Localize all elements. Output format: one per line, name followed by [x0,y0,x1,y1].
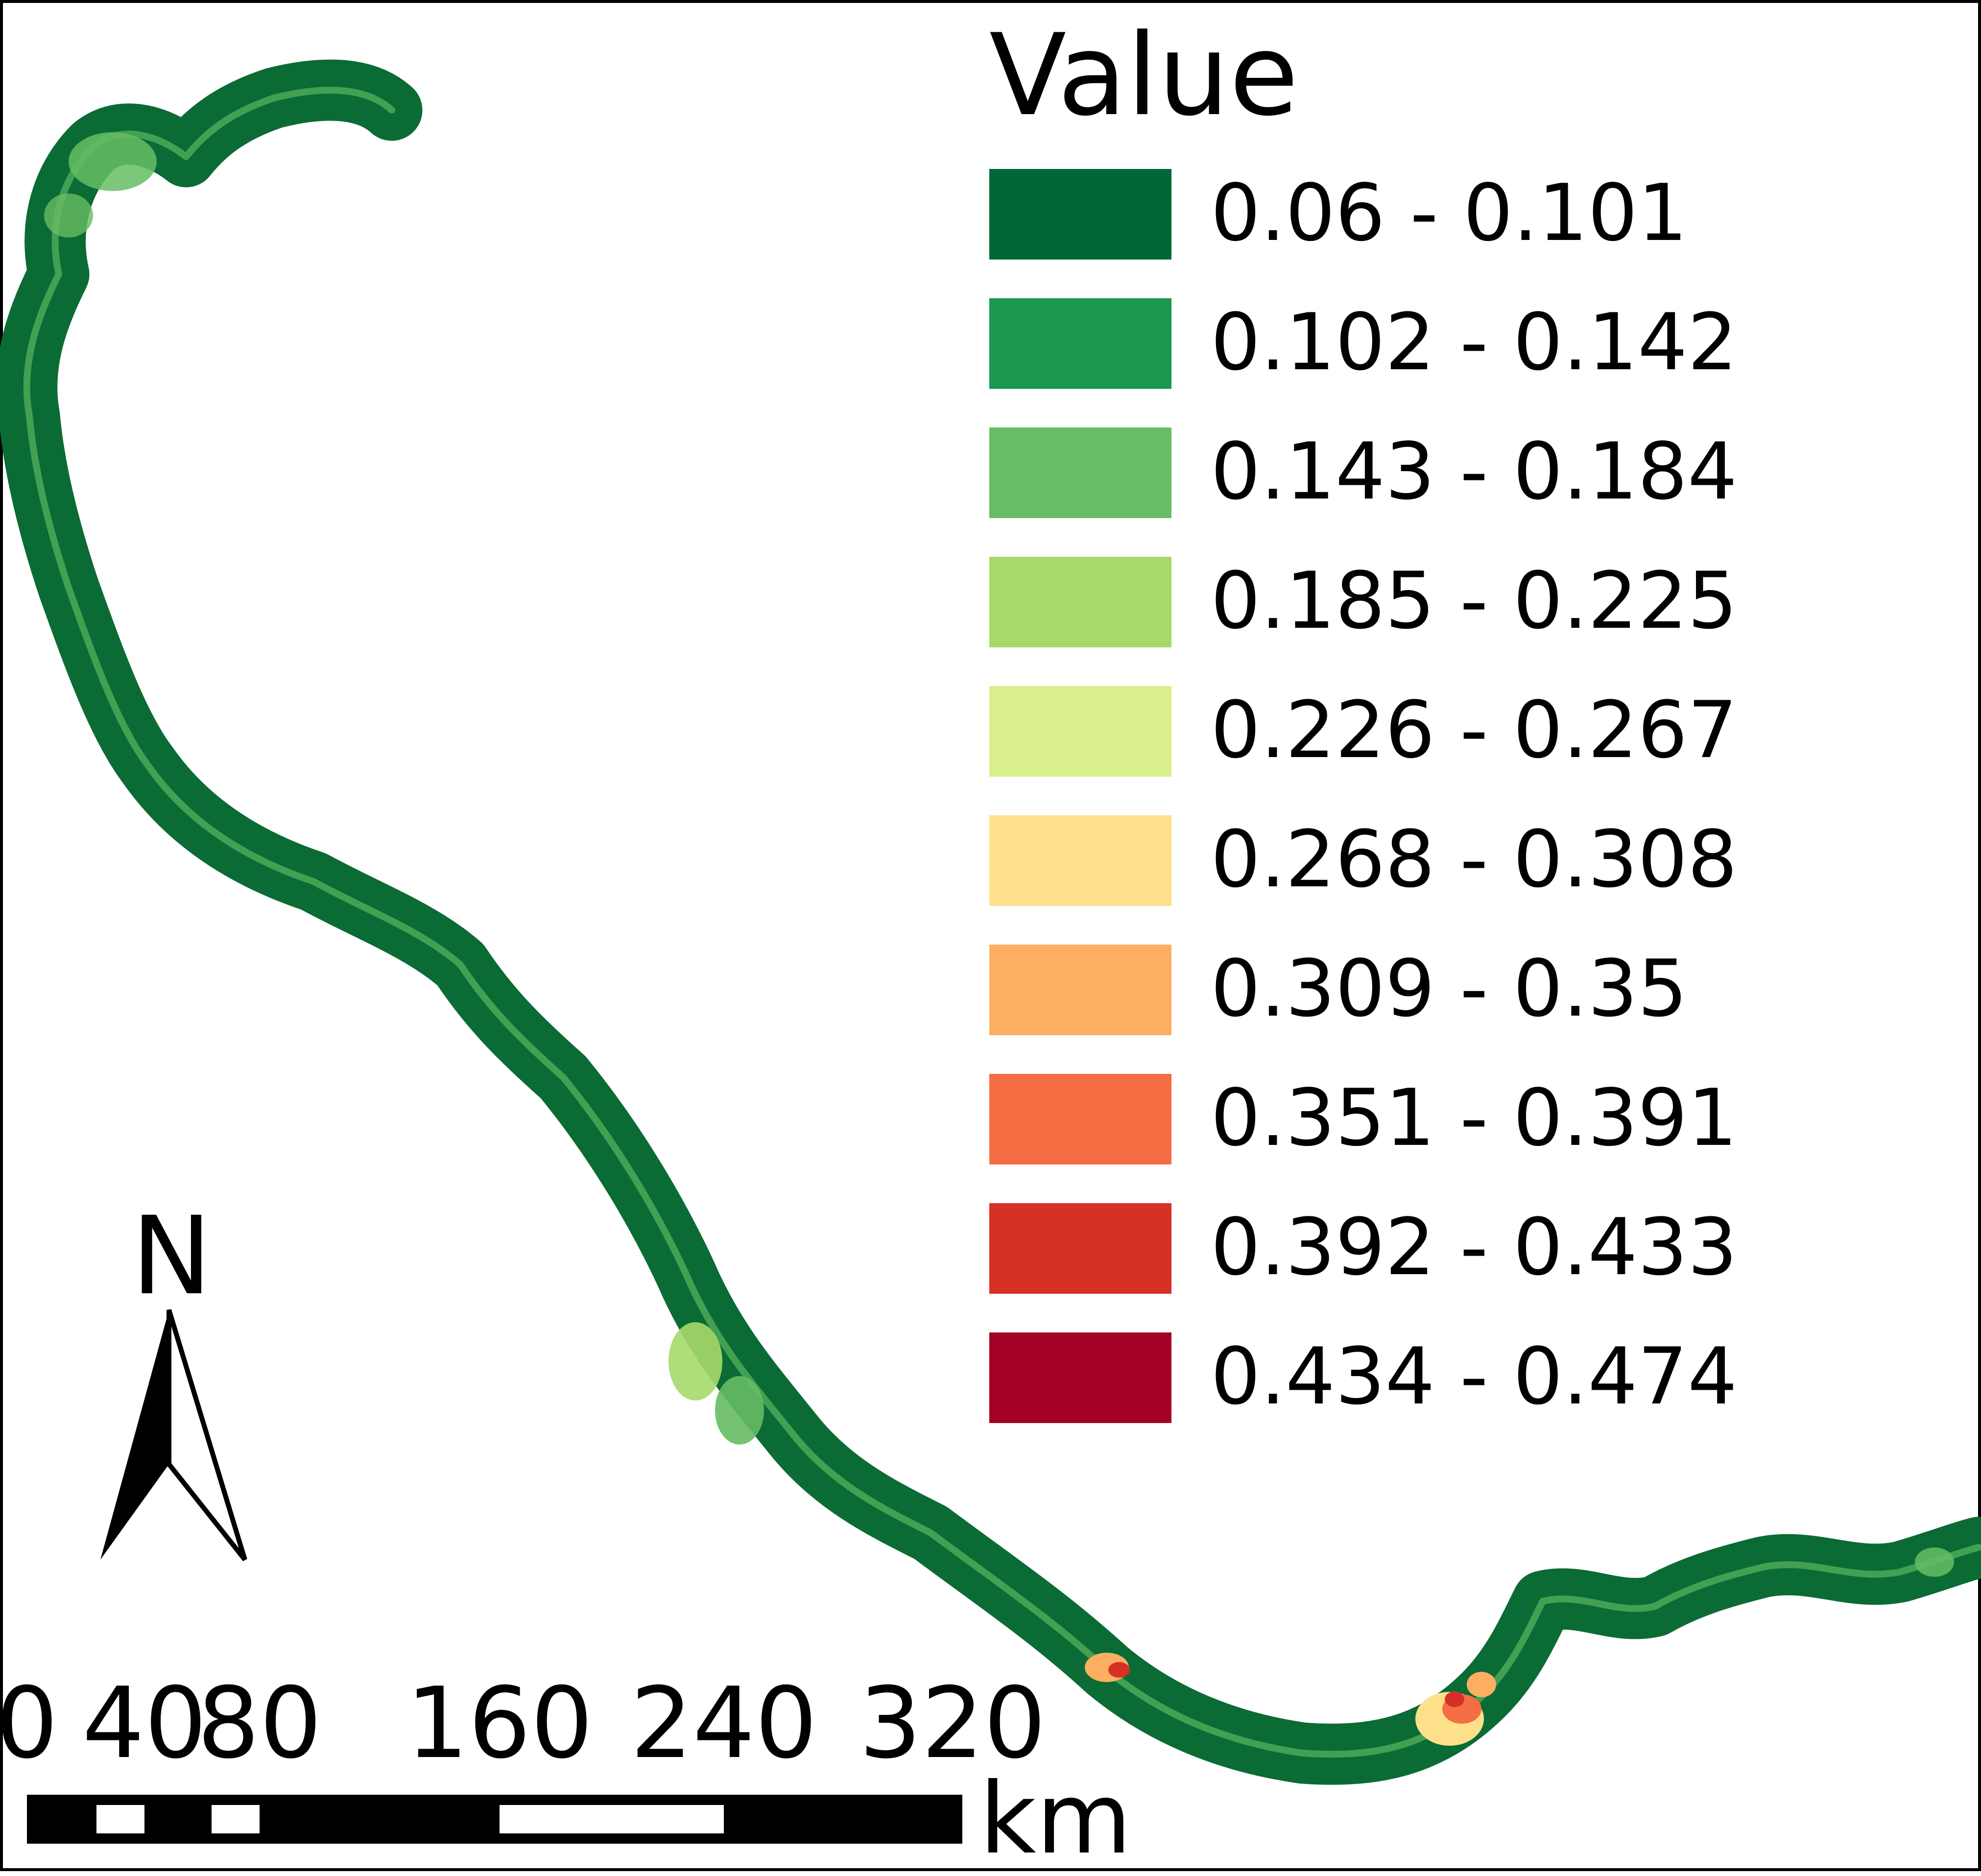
legend-item: 0.185 - 0.225 [989,557,1738,647]
legend-label: 0.185 - 0.225 [1211,555,1738,646]
legend-swatch [989,945,1171,1035]
legend-swatch [989,1203,1171,1294]
legend-label: 0.268 - 0.308 [1211,813,1738,905]
scale-unit: km [979,1762,1132,1876]
legend-label: 0.392 - 0.433 [1211,1201,1738,1293]
scale-tick-label: 320 [859,1666,1046,1781]
light-green-patch [1915,1547,1954,1577]
legend-swatch [989,815,1171,906]
legend-item: 0.143 - 0.184 [989,427,1738,518]
river-channel [23,87,1981,1758]
legend-label: 0.434 - 0.474 [1211,1330,1738,1422]
legend-label: 0.102 - 0.142 [1211,296,1738,388]
legend-swatch [989,1074,1171,1164]
hotspot-patch [1445,1691,1464,1707]
north-label: N [131,1193,212,1319]
legend-title: Value [989,10,1299,141]
legend-item: 0.102 - 0.142 [989,298,1738,389]
legend-item: 0.226 - 0.267 [989,686,1738,777]
scale-tick-label: 160 [406,1666,593,1781]
light-green-patch [715,1376,764,1445]
legend-label: 0.143 - 0.184 [1211,426,1738,517]
legend-swatch [989,169,1171,260]
legend-item: 0.06 - 0.101 [989,169,1724,260]
legend-swatch [989,686,1171,777]
legend-item: 0.351 - 0.391 [989,1074,1738,1164]
hotspot-patch [1108,1662,1130,1678]
legend-label: 0.06 - 0.101 [1211,167,1688,259]
legend-label: 0.351 - 0.391 [1211,1072,1738,1164]
light-green-patch [668,1322,722,1401]
legend-item: 0.392 - 0.433 [989,1203,1738,1294]
scale-bar [27,1795,962,1844]
legend-item: 0.268 - 0.308 [989,815,1738,906]
light-green-patch [69,132,157,191]
legend-label: 0.309 - 0.35 [1211,943,1688,1034]
scale-tick-label: 240 [630,1666,817,1781]
scale-tick-label: 80 [197,1666,322,1781]
legend-item: 0.309 - 0.35 [989,945,1724,1035]
legend-swatch [989,298,1171,389]
legend-label: 0.226 - 0.267 [1211,684,1738,776]
legend-swatch [989,557,1171,647]
scale-tick-label: 40 [82,1666,207,1781]
legend-swatch [989,1332,1171,1423]
legend-item: 0.434 - 0.474 [989,1332,1738,1423]
legend-swatch [989,427,1171,518]
light-green-patch [44,193,93,237]
scale-tick-label: 0 [0,1666,58,1781]
hotspot-patch [1467,1672,1496,1697]
north-arrow-icon [100,1309,247,1562]
